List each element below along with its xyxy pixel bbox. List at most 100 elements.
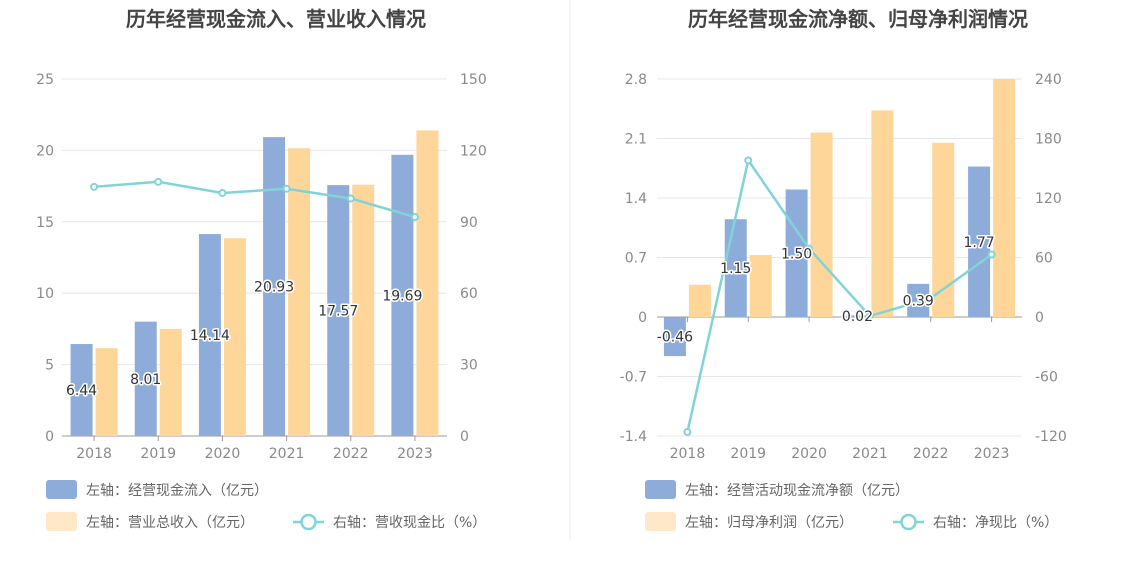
x-axis-category-label: 2022 [913,446,949,462]
left-axis-tick-label: 20 [36,143,54,159]
legend-label: 右轴：净现比（%） [933,515,1058,531]
data-label: 17.57 [318,304,358,320]
line-point [154,177,163,186]
data-label: 1.50 [781,246,812,262]
x-axis-category-label: 2019 [730,446,766,462]
data-label: -0.46 [657,330,693,346]
left-axis-tick-label: 10 [36,286,54,302]
line-point [410,213,419,222]
bar-secondary [749,254,772,317]
left-axis-tick-label: 0 [45,429,54,445]
bar-secondary [352,184,375,436]
x-axis-category-label: 2019 [140,446,176,462]
bar-secondary [159,328,182,436]
x-axis-category-label: 2023 [974,446,1010,462]
bar-primary [391,154,414,437]
legend-item: 右轴：营收现金比（%） [293,513,486,531]
right-axis-tick-label: 60 [460,286,478,302]
data-label: 20.93 [254,280,294,296]
data-label: 1.77 [963,235,994,251]
right-axis-tick-label: -120 [1035,429,1067,445]
legend-label: 左轴：经营活动现金流净额（亿元） [685,483,909,499]
left-axis-tick-label: 25 [36,72,54,88]
bar-secondary [871,110,894,317]
x-axis-category-label: 2018 [76,446,112,462]
x-axis-category-label: 2022 [333,446,369,462]
legend-label: 左轴：经营现金流入（亿元） [86,483,268,499]
left-axis-tick-label: 1.4 [625,191,647,207]
bar-secondary [223,238,246,436]
right-axis-tick-label: 0 [460,429,469,445]
line-series [93,180,416,219]
legend-line-marker [300,513,317,531]
left-axis-tick-label: -0.7 [620,370,647,386]
data-label: 19.69 [382,288,422,304]
x-axis-category-label: 2021 [269,446,305,462]
x-axis-category-label: 2023 [397,446,433,462]
bar-primary [968,166,991,317]
chart-panel-1: 历年经营现金流入、营业收入情况 0 5 10 15 20 25 0 30 60 90 120 150 20… [36,7,487,531]
line-point [987,250,996,259]
data-label: 14.14 [190,328,230,344]
line-point [218,189,227,198]
legend-item: 左轴：经营现金流入（亿元） [46,480,268,499]
right-axis-tick-label: 90 [460,215,478,231]
left-axis-tick-label: 15 [36,215,54,231]
right-axis-tick-label: 240 [1035,72,1062,88]
chart-title: 历年经营现金流净额、归母净利润情况 [688,7,1028,31]
bar-primary [327,185,350,436]
line-point [683,428,692,437]
right-axis-tick-label: 150 [460,72,487,88]
legend-swatch [645,480,676,499]
right-axis-tick-label: -60 [1035,370,1058,386]
bar-secondary [810,132,833,317]
line-series [686,157,993,433]
left-axis-tick-label: 2.8 [625,72,647,88]
legend-swatch [46,512,77,531]
line-point [744,156,753,165]
bar-secondary [95,348,118,436]
bar-secondary [416,130,439,436]
line-point [90,182,99,191]
legend-label: 左轴：营业总收入（亿元） [86,515,254,531]
left-axis-tick-label: 0.7 [625,251,647,267]
data-label: 0.02 [842,309,873,325]
line-point [346,194,355,203]
chart-title: 历年经营现金流入、营业收入情况 [126,7,426,31]
left-axis-tick-label: 2.1 [625,132,647,148]
right-axis-tick-label: 120 [460,143,487,159]
chart-panel-2: 历年经营现金流净额、归母净利润情况 -1.4 -0.7 0 0.7 1.4 2.1 2.8 -1… [620,7,1067,531]
data-label: 6.44 [66,383,97,399]
bar-primary [198,234,221,436]
bar-primary [134,321,157,436]
bar-primary [907,283,930,317]
x-axis-category-label: 2020 [791,446,827,462]
bar-secondary [993,79,1016,317]
left-axis-tick-label: 5 [45,358,54,374]
legend-item: 左轴：归母净利润（亿元） [645,512,853,531]
legend-swatch [46,480,77,499]
right-axis-tick-label: 180 [1035,132,1062,148]
right-axis-tick-label: 30 [460,358,478,374]
right-axis-tick-label: 120 [1035,191,1062,207]
legend-line-marker [900,513,917,531]
legend-swatch [645,512,676,531]
bar-primary [846,315,869,317]
x-axis-category-label: 2020 [205,446,241,462]
left-axis-tick-label: 0 [638,310,647,326]
data-label: 1.15 [720,261,751,277]
data-label: 0.39 [903,293,934,309]
line-point [282,184,291,193]
right-axis-tick-label: 0 [1035,310,1044,326]
legend-item: 左轴：营业总收入（亿元） [46,512,254,531]
right-axis-tick-label: 60 [1035,251,1053,267]
bar-secondary [932,142,955,317]
bar-primary [263,137,286,436]
left-axis-tick-label: -1.4 [620,429,647,445]
bar-primary [663,317,686,357]
legend-label: 右轴：营收现金比（%） [333,515,486,531]
line-point [926,294,935,303]
bar-secondary [688,284,711,317]
legend-label: 左轴：归母净利润（亿元） [685,514,853,531]
